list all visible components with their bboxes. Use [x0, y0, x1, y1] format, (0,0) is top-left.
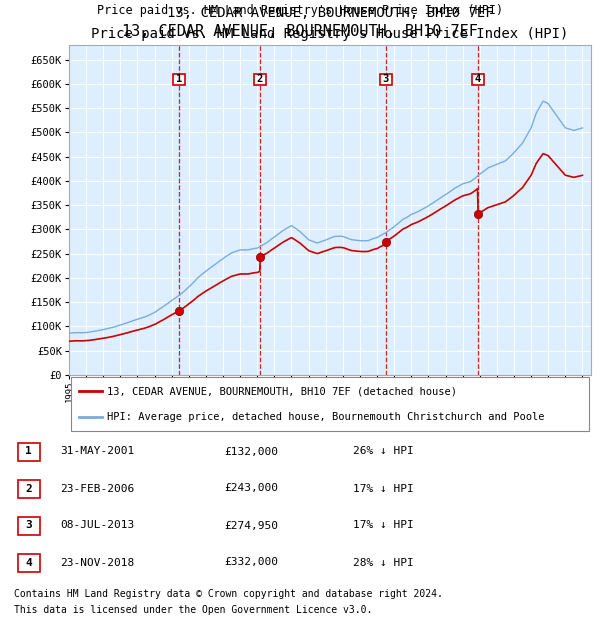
Text: 31-MAY-2001: 31-MAY-2001: [61, 446, 134, 456]
Text: 26% ↓ HPI: 26% ↓ HPI: [353, 446, 413, 456]
Text: 4: 4: [25, 557, 32, 567]
Text: Price paid vs. HM Land Registry's House Price Index (HPI): Price paid vs. HM Land Registry's House …: [97, 4, 503, 17]
Text: £274,950: £274,950: [224, 521, 278, 531]
Text: 1: 1: [25, 446, 32, 456]
Text: 3: 3: [383, 74, 389, 84]
Bar: [18, 554, 40, 572]
Text: 23-FEB-2006: 23-FEB-2006: [61, 484, 134, 494]
Bar: [173, 74, 185, 85]
Bar: [254, 74, 266, 85]
Bar: [472, 74, 484, 85]
Text: 2: 2: [25, 484, 32, 494]
Bar: [18, 479, 40, 497]
Text: 2: 2: [257, 74, 263, 84]
Text: £132,000: £132,000: [224, 446, 278, 456]
Text: 13, CEDAR AVENUE, BOURNEMOUTH, BH10 7EF: 13, CEDAR AVENUE, BOURNEMOUTH, BH10 7EF: [122, 24, 478, 39]
Bar: [18, 443, 40, 461]
Text: Contains HM Land Registry data © Crown copyright and database right 2024.: Contains HM Land Registry data © Crown c…: [14, 589, 443, 599]
Text: 1: 1: [176, 74, 182, 84]
Text: 23-NOV-2018: 23-NOV-2018: [61, 557, 134, 567]
Text: 3: 3: [25, 521, 32, 531]
Text: £243,000: £243,000: [224, 484, 278, 494]
Text: 08-JUL-2013: 08-JUL-2013: [61, 521, 134, 531]
Bar: [380, 74, 392, 85]
Text: 28% ↓ HPI: 28% ↓ HPI: [353, 557, 413, 567]
Text: 4: 4: [475, 74, 481, 84]
Text: HPI: Average price, detached house, Bournemouth Christchurch and Poole: HPI: Average price, detached house, Bour…: [107, 412, 545, 422]
Text: 17% ↓ HPI: 17% ↓ HPI: [353, 484, 413, 494]
Text: This data is licensed under the Open Government Licence v3.0.: This data is licensed under the Open Gov…: [14, 604, 372, 614]
Text: £332,000: £332,000: [224, 557, 278, 567]
Text: 13, CEDAR AVENUE, BOURNEMOUTH, BH10 7EF (detached house): 13, CEDAR AVENUE, BOURNEMOUTH, BH10 7EF …: [107, 386, 457, 396]
Bar: [18, 516, 40, 534]
Title: 13, CEDAR AVENUE, BOURNEMOUTH, BH10 7EF
Price paid vs. HM Land Registry's House : 13, CEDAR AVENUE, BOURNEMOUTH, BH10 7EF …: [91, 6, 569, 41]
Text: 17% ↓ HPI: 17% ↓ HPI: [353, 521, 413, 531]
